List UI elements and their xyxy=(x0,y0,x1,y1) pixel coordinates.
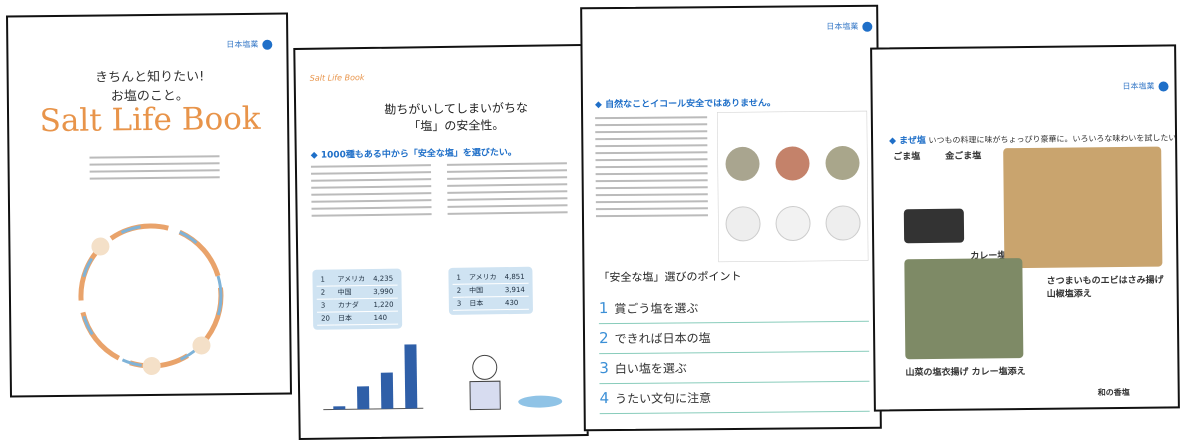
bar-chart xyxy=(317,336,428,418)
logo: Salt Life Book xyxy=(310,73,365,83)
table-cell: 日本 xyxy=(465,297,501,310)
section-heading: 自然なことイコール安全ではありません。 xyxy=(595,96,776,111)
table-cell: 4,235 xyxy=(369,273,397,286)
table-cell: 1,220 xyxy=(369,298,397,311)
point: 4 うたい文句に注意 xyxy=(599,387,869,414)
table-cell: 4,851 xyxy=(501,271,529,284)
table-cell: 140 xyxy=(370,311,398,324)
item-label: ごま塩 xyxy=(893,149,920,162)
table-cell: カナダ xyxy=(334,299,370,312)
table-cell: 3,914 xyxy=(501,283,529,296)
photo xyxy=(904,258,1023,359)
page-1: 日本塩業 きちんと知りたい! お塩のこと。 Salt Life Book xyxy=(6,13,292,398)
points-title: 「安全な塩」選びのポイント xyxy=(598,268,741,285)
table-cell: 1 xyxy=(316,274,333,287)
section-heading: 1000種もある中から「安全な塩」を選びたい。 xyxy=(311,145,517,161)
table-cell: 2 xyxy=(317,286,334,299)
point-text: 賞ごう塩を選ぶ xyxy=(614,301,698,316)
table-cell: 3,990 xyxy=(369,285,397,298)
point-number: 4 xyxy=(599,389,609,407)
heading: 勘ちがいしてしまいがちな 「塩」の安全性。 xyxy=(356,98,556,135)
point: 1 賞ごう塩を選ぶ xyxy=(599,297,869,324)
salt-samples xyxy=(717,111,868,262)
bar xyxy=(333,406,345,409)
dish-title: 山菜の塩衣揚げ カレー塩添え xyxy=(905,364,1025,378)
table-cell: 3 xyxy=(453,297,466,310)
table-cell: 2 xyxy=(453,284,466,297)
brand: 日本塩業 xyxy=(226,39,272,50)
point-text: できれば日本の塩 xyxy=(615,331,711,346)
point-number: 2 xyxy=(599,329,609,347)
text-block xyxy=(447,162,568,220)
section-subtitle: いつもの料理に味がちょっぴり豪華に。いろいろな味わいを試したい! xyxy=(928,133,1179,145)
text-block xyxy=(89,155,219,184)
point-text: うたい文句に注意 xyxy=(615,391,711,406)
table-cell: 中国 xyxy=(465,284,501,297)
table-cell: アメリカ xyxy=(465,271,501,284)
point: 3 白い塩を選ぶ xyxy=(599,357,869,384)
table-cell: 日本 xyxy=(334,312,370,325)
section-heading: まぜ塩 いつもの料理に味がちょっぴり豪華に。いろいろな味わいを試したい! xyxy=(889,130,1180,146)
page-3: 日本塩業 自然なことイコール安全ではありません。 「安全な塩」選びのポイント 1… xyxy=(580,5,882,432)
text-block xyxy=(311,164,432,222)
photo xyxy=(1003,147,1162,269)
text-block xyxy=(595,116,708,222)
brand: 日本塩業 xyxy=(1122,80,1168,91)
point-number: 3 xyxy=(599,359,609,377)
page: 日本塩業 きちんと知りたい! お塩のこと。 Salt Life Book Sal… xyxy=(0,0,1181,439)
table-cell: 3 xyxy=(317,299,334,312)
bar xyxy=(381,373,394,409)
section-title: まぜ塩 xyxy=(889,136,926,146)
point-number: 1 xyxy=(599,299,609,317)
title: Salt Life Book xyxy=(9,101,291,140)
bar xyxy=(404,344,417,408)
page-4: 日本塩業 まぜ塩 いつもの料理に味がちょっぴり豪華に。いろいろな味わいを試したい… xyxy=(870,44,1180,411)
dish-title: さつまいものエビはさみ揚げ 山椒塩添え xyxy=(1046,273,1163,300)
illustration xyxy=(449,346,570,418)
table-cell: 中国 xyxy=(334,286,370,299)
table-cell: 20 xyxy=(317,312,334,325)
table-cell: 1 xyxy=(452,272,465,285)
table-cell: 430 xyxy=(501,296,529,309)
point: 2 できれば日本の塩 xyxy=(599,327,869,354)
photo xyxy=(904,209,964,244)
table-cell: アメリカ xyxy=(333,273,369,286)
heading: きちんと知りたい! お塩のこと。 xyxy=(9,65,291,106)
brand: 日本塩業 xyxy=(826,21,872,32)
product-label: 和の香塩 xyxy=(1098,387,1130,398)
point-text: 白い塩を選ぶ xyxy=(615,361,687,376)
page-2: Salt Life Book 勘ちがいしてしまいがちな 「塩」の安全性。 100… xyxy=(293,44,588,440)
illustration xyxy=(50,205,252,387)
item-label: 金ごま塩 xyxy=(945,148,981,161)
bar xyxy=(357,386,369,409)
